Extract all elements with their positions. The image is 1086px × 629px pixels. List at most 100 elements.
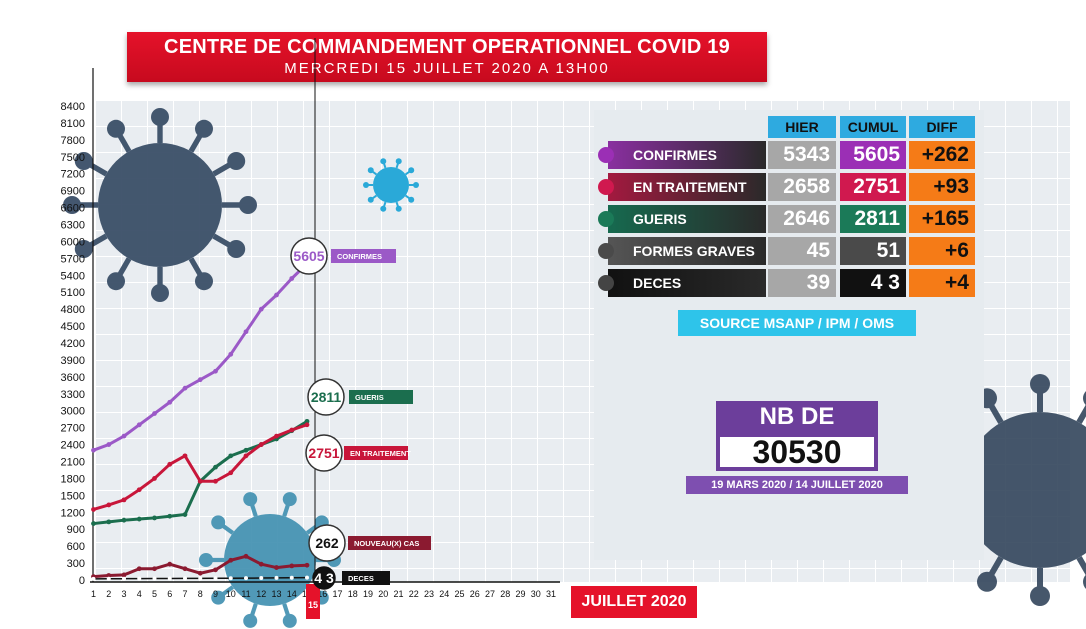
end-value-text: 4 3 bbox=[314, 570, 334, 586]
data-point bbox=[274, 433, 279, 439]
cell-hier: 39 bbox=[768, 269, 836, 297]
data-point bbox=[106, 573, 112, 578]
x-tick-label: 17 bbox=[332, 589, 342, 599]
x-tick-label: 23 bbox=[424, 589, 434, 599]
x-tick-label: 12 bbox=[256, 589, 266, 599]
data-point bbox=[243, 329, 249, 335]
data-point bbox=[136, 516, 142, 522]
data-point bbox=[91, 576, 96, 581]
x-tick-label: 26 bbox=[470, 589, 480, 599]
end-value-bubble bbox=[290, 237, 328, 275]
page-date: MERCREDI 15 JUILLET 2020 A 13H00 bbox=[284, 60, 610, 77]
end-value-text: 2751 bbox=[308, 445, 339, 461]
data-point bbox=[121, 497, 127, 503]
y-tick-label: 6300 bbox=[61, 220, 85, 232]
data-point bbox=[136, 566, 142, 572]
series-tag-label: GUERIS bbox=[355, 393, 384, 402]
cell-cumul: 5605 bbox=[840, 141, 906, 169]
x-tick-label: 31 bbox=[546, 589, 556, 599]
y-tick-label: 5700 bbox=[61, 253, 85, 265]
x-tick-label: 16 bbox=[317, 589, 327, 599]
data-point bbox=[213, 478, 218, 484]
data-point bbox=[197, 377, 203, 383]
current-day-label: 15 bbox=[308, 600, 318, 610]
y-tick-label: 6600 bbox=[61, 203, 85, 215]
y-tick-label: 0 bbox=[79, 575, 85, 587]
x-tick-label: 1 bbox=[91, 589, 96, 599]
data-point bbox=[259, 576, 264, 581]
cell-hier: 45 bbox=[768, 237, 836, 265]
data-point bbox=[182, 512, 188, 517]
x-tick-label: 22 bbox=[409, 589, 419, 599]
data-point bbox=[228, 351, 234, 357]
data-point bbox=[182, 385, 188, 391]
data-point bbox=[304, 422, 310, 428]
data-point bbox=[152, 576, 157, 581]
x-tick-label: 24 bbox=[439, 589, 449, 599]
x-tick-label: 28 bbox=[500, 589, 510, 599]
cell-diff: +262 bbox=[909, 141, 975, 169]
data-point bbox=[91, 507, 96, 512]
series-tag bbox=[342, 571, 390, 585]
end-value-text: 2811 bbox=[311, 389, 342, 405]
virus-icon bbox=[63, 108, 257, 302]
x-tick-label: 4 bbox=[137, 589, 142, 599]
data-point bbox=[106, 576, 111, 581]
data-point bbox=[304, 562, 310, 568]
row-label-formes-graves: FORMES GRAVES bbox=[608, 237, 766, 265]
data-point bbox=[213, 567, 218, 573]
data-point bbox=[305, 575, 309, 580]
y-tick-label: 3600 bbox=[61, 372, 85, 384]
y-tick-label: 1500 bbox=[61, 490, 85, 502]
tests-period: 19 MARS 2020 / 14 JUILLET 2020 bbox=[686, 476, 908, 494]
y-tick-label: 4200 bbox=[61, 338, 85, 350]
header-banner: CENTRE DE COMMANDEMENT OPERATIONNEL COVI… bbox=[127, 32, 767, 82]
data-point bbox=[274, 565, 279, 570]
series-tag-label: NOUVEAU(X) CAS bbox=[354, 539, 419, 548]
x-tick-label: 13 bbox=[271, 589, 281, 599]
data-point bbox=[121, 433, 127, 439]
cell-diff: +6 bbox=[909, 237, 975, 265]
x-tick-label: 14 bbox=[287, 589, 297, 599]
data-point bbox=[137, 576, 142, 581]
tests-title: NB DE TESTS: bbox=[716, 401, 878, 462]
end-value-bubble bbox=[312, 566, 336, 590]
y-tick-label: 3900 bbox=[61, 355, 85, 367]
data-point bbox=[244, 576, 248, 581]
cell-hier: 2646 bbox=[768, 205, 836, 233]
data-point bbox=[258, 306, 264, 312]
y-tick-label: 7800 bbox=[61, 135, 85, 147]
row-label-confirmes: CONFIRMES bbox=[608, 141, 766, 169]
column-header-cumul: CUMUL bbox=[840, 116, 906, 138]
data-point bbox=[274, 292, 279, 298]
virus-icon bbox=[924, 374, 1086, 606]
y-tick-label: 7200 bbox=[61, 169, 85, 181]
row-bullet-icon bbox=[598, 211, 614, 227]
y-tick-label: 5100 bbox=[61, 287, 85, 299]
data-point bbox=[152, 476, 157, 481]
series-tag-label: EN TRAITEMENT bbox=[350, 449, 411, 458]
data-point bbox=[106, 502, 112, 508]
data-point bbox=[136, 422, 142, 428]
data-point bbox=[91, 521, 96, 526]
series-tag bbox=[349, 390, 413, 404]
data-point bbox=[289, 563, 295, 569]
y-tick-label: 8400 bbox=[61, 101, 85, 113]
row-label-gueris: GUERIS bbox=[608, 205, 766, 233]
end-value-text: 262 bbox=[315, 535, 339, 551]
x-tick-label: 2 bbox=[106, 589, 111, 599]
data-point bbox=[106, 442, 112, 447]
series-tag bbox=[348, 536, 431, 550]
y-tick-label: 6900 bbox=[61, 186, 85, 198]
y-tick-label: 300 bbox=[67, 558, 85, 570]
data-point bbox=[121, 517, 127, 523]
y-tick-label: 4800 bbox=[61, 304, 85, 316]
data-point bbox=[183, 576, 187, 581]
column-header-hier: HIER bbox=[768, 116, 836, 138]
x-tick-label: 5 bbox=[152, 589, 157, 599]
x-tick-label: 21 bbox=[393, 589, 403, 599]
data-point bbox=[167, 399, 173, 405]
data-point bbox=[243, 447, 249, 453]
y-tick-label: 5400 bbox=[61, 270, 85, 282]
